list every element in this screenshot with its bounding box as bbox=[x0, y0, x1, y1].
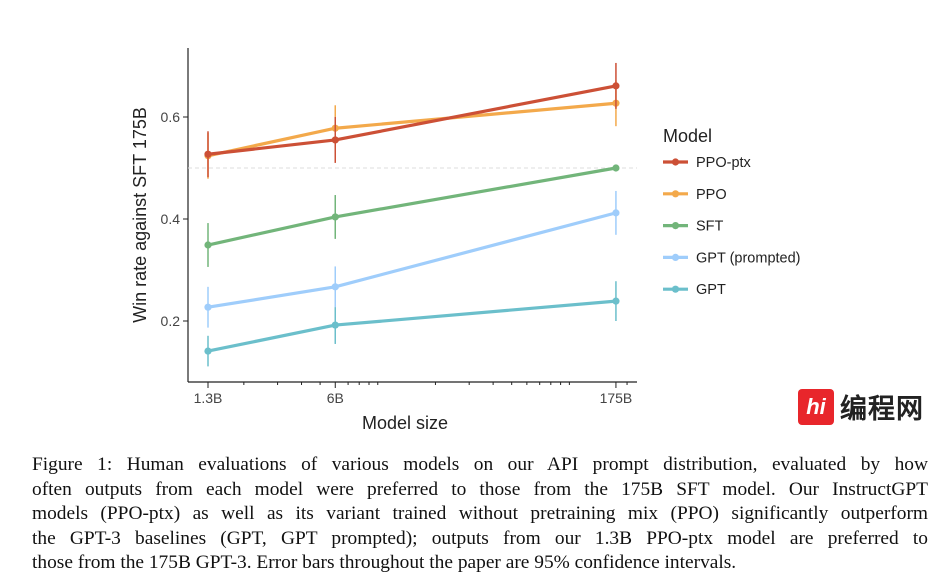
series-gpt bbox=[204, 281, 620, 367]
legend-label: GPT bbox=[696, 282, 726, 298]
legend-label: PPO bbox=[696, 187, 727, 203]
legend-marker bbox=[671, 253, 680, 261]
legend-marker bbox=[671, 158, 680, 166]
legend-item: PPO-ptx bbox=[663, 155, 752, 171]
legend-marker bbox=[671, 190, 680, 198]
logo-text: 编程网 bbox=[840, 394, 924, 425]
data-point bbox=[612, 297, 620, 305]
legend-item: PPO bbox=[663, 187, 727, 203]
line-chart: 0.2 0.4 0.6 1.3B 6B 175B Model size Win rate … bbox=[130, 48, 801, 433]
figure-caption: Figure 1: Human evaluations of various m… bbox=[32, 453, 928, 576]
data-point bbox=[331, 283, 339, 291]
legend: PPO-ptx PPO SFT GPT (prompted) GPT bbox=[663, 155, 801, 298]
y-axis-label: Win rate against SFT 175B bbox=[130, 107, 150, 323]
legend-item: GPT (prompted) bbox=[663, 250, 801, 266]
series-ppo-ptx bbox=[204, 62, 620, 178]
logo-mark: hi bbox=[798, 388, 834, 425]
watermark-logo: hi 编程网 bbox=[795, 385, 936, 428]
caption-line: often outputs from each model were prefe… bbox=[32, 478, 928, 500]
series-line bbox=[207, 211, 617, 309]
y-tick-label: 0.4 bbox=[161, 211, 181, 227]
data-point bbox=[331, 213, 339, 221]
legend-title: Model bbox=[663, 126, 712, 146]
data-point bbox=[331, 136, 339, 144]
y-tick-label: 0.6 bbox=[161, 109, 181, 125]
legend-label: GPT (prompted) bbox=[696, 250, 801, 266]
axes bbox=[187, 48, 637, 383]
data-point bbox=[612, 164, 620, 172]
data-point bbox=[612, 209, 620, 217]
legend-label: SFT bbox=[696, 219, 724, 235]
caption-line: those from the 175B GPT-3. Error bars th… bbox=[32, 552, 737, 574]
x-tick-label: 1.3B bbox=[194, 390, 223, 406]
series-line bbox=[207, 299, 617, 353]
x-tick-label: 6B bbox=[327, 390, 344, 406]
x-axis-label: Model size bbox=[362, 413, 448, 433]
data-point bbox=[204, 150, 212, 158]
data-point bbox=[204, 241, 212, 249]
y-tick-label: 0.2 bbox=[161, 313, 181, 329]
legend-item: GPT bbox=[663, 282, 726, 298]
legend-marker bbox=[671, 222, 680, 230]
caption-line: models (PPO-ptx) as well as its variant … bbox=[32, 503, 928, 525]
series-sft bbox=[204, 164, 620, 267]
legend-label: PPO-ptx bbox=[696, 155, 752, 171]
legend-marker bbox=[671, 285, 680, 293]
series-ppo bbox=[204, 80, 620, 179]
series-line bbox=[207, 166, 617, 247]
data-point bbox=[612, 82, 620, 90]
legend-item: SFT bbox=[663, 219, 724, 235]
x-tick-label: 175B bbox=[600, 390, 633, 406]
data-point bbox=[331, 321, 339, 329]
data-point bbox=[204, 347, 212, 355]
caption-line: Figure 1: Human evaluations of various m… bbox=[32, 454, 928, 475]
data-point bbox=[204, 303, 212, 311]
caption-line: the GPT-3 baselines (GPT, GPT prompted);… bbox=[32, 527, 928, 549]
series-gpt-prompted- bbox=[204, 190, 620, 328]
